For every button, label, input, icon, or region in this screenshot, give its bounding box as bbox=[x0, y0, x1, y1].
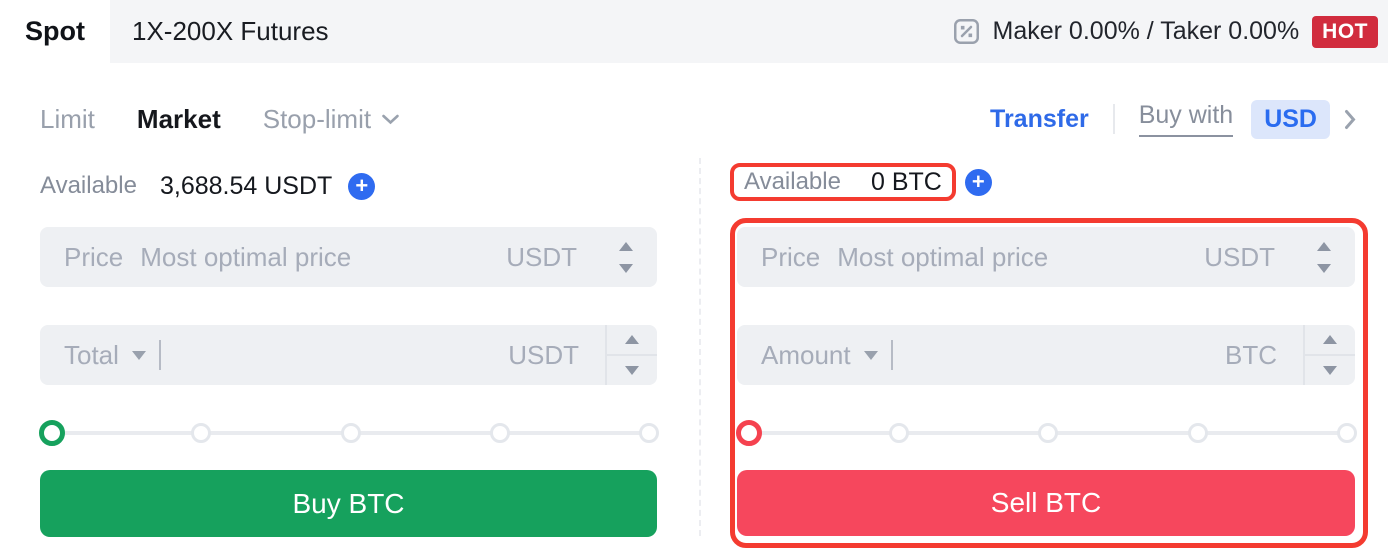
annotation-available-highlight: Available 0 BTC bbox=[730, 163, 956, 201]
total-dropdown-caret-icon[interactable] bbox=[131, 350, 146, 360]
slider-dot-25[interactable] bbox=[191, 423, 212, 443]
slider-track[interactable] bbox=[749, 423, 1357, 443]
price-label: Price bbox=[64, 241, 124, 272]
buy-panel: Available 3,688.54 USDT + Price Most opt… bbox=[39, 162, 659, 558]
stepper-down-icon[interactable] bbox=[607, 354, 657, 385]
currency-selector[interactable]: USD bbox=[1251, 99, 1330, 139]
stepper-up-icon[interactable] bbox=[619, 241, 633, 251]
slider-dot-25[interactable] bbox=[888, 423, 909, 443]
slider-dot-75[interactable] bbox=[1187, 423, 1208, 443]
top-tab-strip: 1X-200X Futures Maker 0.00% / Taker 0.00… bbox=[110, 0, 1388, 63]
hot-badge: HOT bbox=[1312, 15, 1378, 48]
account-actions: Transfer Buy with USD bbox=[990, 99, 1357, 139]
available-label: Available bbox=[40, 172, 137, 199]
slider-handle[interactable] bbox=[39, 420, 65, 446]
sell-available-row: Available 0 BTC + bbox=[730, 163, 992, 201]
order-toolbar: Limit Market Stop-limit Transfer Buy wit… bbox=[40, 97, 1357, 141]
stepper-up-icon[interactable] bbox=[607, 325, 657, 354]
slider-dot-100[interactable] bbox=[1337, 423, 1357, 443]
vertical-divider bbox=[1112, 104, 1115, 134]
annotation-sell-form-highlight: Price Most optimal price USDT Amount BTC bbox=[730, 218, 1368, 548]
price-unit: USDT bbox=[506, 241, 577, 272]
buy-price-field[interactable]: Price Most optimal price USDT bbox=[40, 227, 657, 287]
sell-btc-button[interactable]: Sell BTC bbox=[737, 470, 1355, 536]
sell-amount-slider[interactable] bbox=[736, 419, 1357, 447]
buy-btc-button[interactable]: Buy BTC bbox=[40, 470, 657, 537]
tab-limit[interactable]: Limit bbox=[40, 103, 95, 134]
buy-available-row: Available 3,688.54 USDT + bbox=[40, 170, 376, 202]
chevron-right-icon[interactable] bbox=[1343, 108, 1357, 131]
price-placeholder: Most optimal price bbox=[140, 241, 352, 272]
sell-price-field[interactable]: Price Most optimal price USDT bbox=[737, 227, 1355, 287]
slider-dot-50[interactable] bbox=[340, 423, 361, 443]
price-stepper[interactable] bbox=[1301, 227, 1355, 287]
tab-futures[interactable]: 1X-200X Futures bbox=[132, 16, 329, 46]
text-cursor bbox=[890, 340, 893, 370]
deposit-plus-button[interactable]: + bbox=[348, 172, 376, 200]
amount-stepper[interactable] bbox=[1303, 325, 1355, 385]
chevron-down-icon bbox=[381, 113, 400, 126]
total-unit: USDT bbox=[508, 339, 579, 370]
tab-spot[interactable]: Spot bbox=[0, 0, 110, 63]
amount-unit: BTC bbox=[1225, 339, 1277, 370]
buy-total-field[interactable]: Total USDT bbox=[40, 325, 657, 385]
tab-stop-limit[interactable]: Stop-limit bbox=[263, 104, 400, 135]
fee-info-group: Maker 0.00% / Taker 0.00% HOT bbox=[953, 15, 1378, 48]
buy-with-link[interactable]: Buy with bbox=[1138, 101, 1234, 137]
slider-dot-75[interactable] bbox=[489, 423, 510, 443]
text-cursor bbox=[158, 340, 161, 370]
available-label: Available bbox=[744, 168, 841, 195]
amount-dropdown-caret-icon[interactable] bbox=[863, 350, 878, 360]
available-balance: 0 BTC bbox=[870, 167, 942, 196]
slider-handle[interactable] bbox=[736, 420, 762, 446]
fee-percent-icon[interactable] bbox=[953, 18, 980, 45]
stepper-down-icon[interactable] bbox=[1317, 263, 1331, 273]
price-stepper[interactable] bbox=[603, 227, 657, 287]
buy-amount-slider[interactable] bbox=[39, 419, 659, 447]
tab-market[interactable]: Market bbox=[136, 103, 221, 134]
transfer-link[interactable]: Transfer bbox=[990, 104, 1089, 133]
total-stepper[interactable] bbox=[605, 325, 657, 385]
stepper-up-icon[interactable] bbox=[1305, 325, 1355, 354]
sell-amount-field[interactable]: Amount BTC bbox=[737, 325, 1355, 385]
price-label: Price bbox=[761, 241, 821, 272]
stop-limit-label: Stop-limit bbox=[262, 103, 372, 134]
slider-track[interactable] bbox=[52, 423, 659, 443]
maker-taker-fee-text: Maker 0.00% / Taker 0.00% bbox=[992, 17, 1300, 45]
total-label: Total bbox=[64, 339, 119, 370]
stepper-down-icon[interactable] bbox=[619, 263, 633, 273]
slider-dot-50[interactable] bbox=[1038, 423, 1058, 443]
amount-label: Amount bbox=[761, 339, 851, 370]
column-divider bbox=[699, 158, 701, 536]
stepper-down-icon[interactable] bbox=[1305, 354, 1355, 385]
price-unit: USDT bbox=[1204, 241, 1275, 272]
deposit-plus-button[interactable]: + bbox=[964, 168, 992, 196]
order-type-tabs: Limit Market Stop-limit bbox=[40, 104, 400, 135]
slider-dot-100[interactable] bbox=[639, 423, 659, 443]
stepper-up-icon[interactable] bbox=[1317, 241, 1331, 251]
sell-panel: Available 0 BTC + Price Most optimal pri… bbox=[730, 162, 1368, 558]
price-placeholder: Most optimal price bbox=[837, 241, 1049, 272]
available-balance: 3,688.54 USDT bbox=[159, 171, 333, 200]
